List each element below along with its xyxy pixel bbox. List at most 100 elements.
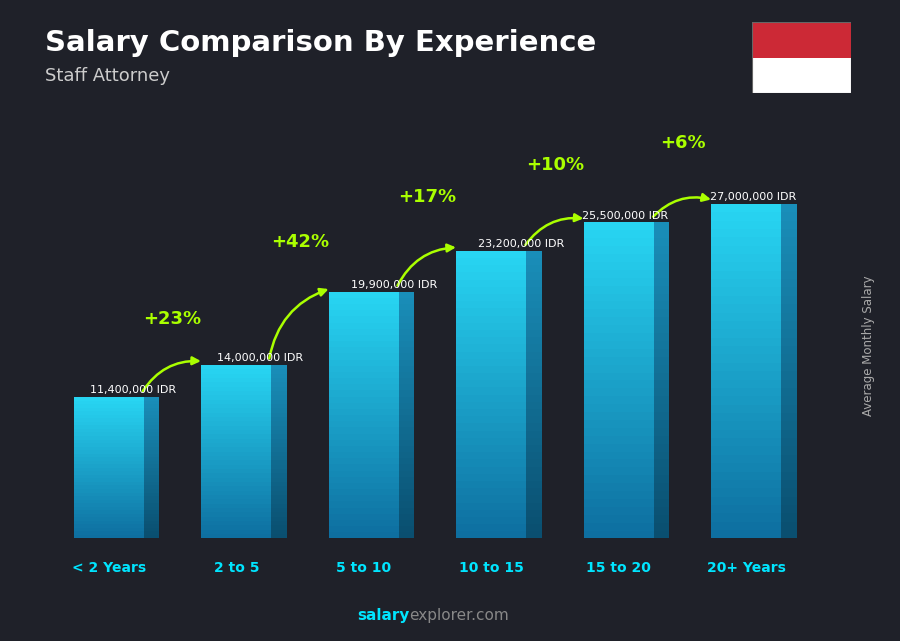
Polygon shape (144, 520, 159, 524)
Polygon shape (653, 294, 669, 301)
Bar (202, 517, 271, 521)
Polygon shape (399, 477, 414, 483)
Bar (74, 457, 144, 461)
Bar (584, 428, 653, 436)
Bar (202, 391, 271, 395)
Bar (584, 317, 653, 325)
Polygon shape (399, 360, 414, 366)
Polygon shape (653, 467, 669, 475)
Polygon shape (144, 496, 159, 499)
Text: 23,200,000 IDR: 23,200,000 IDR (479, 239, 565, 249)
Bar (711, 221, 781, 229)
Polygon shape (653, 522, 669, 531)
Polygon shape (399, 292, 414, 298)
Polygon shape (526, 308, 542, 315)
Bar (584, 278, 653, 286)
Bar (456, 474, 526, 481)
Polygon shape (271, 512, 286, 517)
Bar (202, 374, 271, 378)
Polygon shape (781, 271, 797, 279)
Polygon shape (653, 222, 669, 230)
Bar (328, 360, 399, 366)
Bar (711, 497, 781, 505)
Polygon shape (144, 426, 159, 429)
Polygon shape (653, 372, 669, 380)
Bar (74, 503, 144, 506)
Polygon shape (526, 366, 542, 373)
Bar (74, 506, 144, 510)
Bar (74, 535, 144, 538)
Bar (584, 483, 653, 491)
Polygon shape (399, 508, 414, 514)
Text: +17%: +17% (399, 188, 456, 206)
Polygon shape (399, 440, 414, 446)
Polygon shape (399, 433, 414, 440)
Polygon shape (271, 521, 286, 526)
Polygon shape (526, 344, 542, 351)
Bar (202, 426, 271, 430)
Bar (711, 438, 781, 446)
Bar (711, 313, 781, 321)
Polygon shape (144, 471, 159, 475)
Bar (711, 254, 781, 262)
Polygon shape (144, 478, 159, 482)
Bar (202, 443, 271, 447)
Polygon shape (144, 503, 159, 506)
Bar (74, 412, 144, 415)
Polygon shape (144, 404, 159, 408)
Bar (74, 397, 144, 401)
Polygon shape (781, 505, 797, 513)
Polygon shape (144, 524, 159, 528)
Polygon shape (526, 416, 542, 424)
Bar (456, 323, 526, 330)
Polygon shape (144, 397, 159, 401)
Bar (584, 333, 653, 341)
Bar (202, 404, 271, 408)
Polygon shape (526, 373, 542, 380)
Bar (456, 330, 526, 337)
Bar (328, 353, 399, 360)
Polygon shape (653, 396, 669, 404)
Bar (74, 419, 144, 422)
Bar (711, 262, 781, 271)
Polygon shape (781, 212, 797, 221)
Polygon shape (399, 495, 414, 501)
Bar (456, 431, 526, 438)
Polygon shape (271, 391, 286, 395)
Bar (74, 443, 144, 447)
Text: 10 to 15: 10 to 15 (459, 561, 524, 575)
Bar (74, 468, 144, 471)
Bar (328, 397, 399, 403)
Polygon shape (144, 401, 159, 404)
Polygon shape (781, 480, 797, 488)
Bar (711, 480, 781, 488)
Bar (74, 510, 144, 513)
Bar (456, 445, 526, 452)
Polygon shape (144, 422, 159, 426)
Bar (456, 395, 526, 402)
Polygon shape (144, 412, 159, 415)
Bar (328, 366, 399, 372)
Polygon shape (144, 464, 159, 468)
Text: 20+ Years: 20+ Years (706, 561, 786, 575)
Text: salary: salary (357, 608, 410, 623)
Bar (202, 504, 271, 508)
Polygon shape (653, 388, 669, 396)
Bar (328, 310, 399, 317)
Bar (74, 461, 144, 464)
Polygon shape (781, 421, 797, 429)
Polygon shape (399, 428, 414, 433)
Polygon shape (144, 506, 159, 510)
Bar (456, 308, 526, 315)
Polygon shape (144, 513, 159, 517)
Bar (711, 204, 781, 212)
Polygon shape (399, 415, 414, 421)
Bar (584, 522, 653, 531)
Polygon shape (144, 468, 159, 471)
Bar (584, 270, 653, 278)
Text: Salary Comparison By Experience: Salary Comparison By Experience (45, 29, 596, 57)
Bar (74, 471, 144, 475)
Polygon shape (144, 436, 159, 440)
Bar (202, 395, 271, 399)
Bar (328, 421, 399, 428)
